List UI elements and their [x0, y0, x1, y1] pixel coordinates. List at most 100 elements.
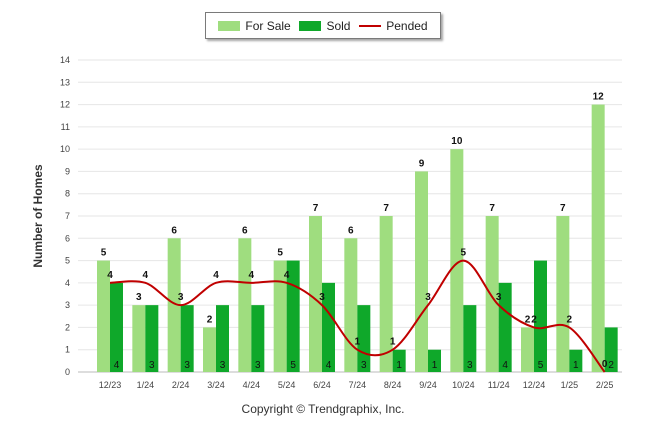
data-label-pended: 3 — [178, 292, 184, 303]
bar-for-sale — [485, 216, 499, 372]
data-label-for-sale: 9 — [419, 158, 425, 169]
data-label-pended: 2 — [567, 314, 573, 325]
x-tick-label: 11/24 — [488, 380, 510, 390]
data-label-sold: 3 — [184, 360, 190, 371]
data-label-for-sale: 12 — [593, 92, 605, 103]
bar-for-sale — [309, 216, 322, 372]
bar-sold — [216, 305, 229, 372]
data-label-sold: 3 — [255, 360, 261, 371]
legend-item-pended[interactable]: Pended — [359, 18, 428, 33]
data-label-for-sale: 2 — [525, 314, 531, 325]
y-tick-label: 4 — [65, 278, 70, 288]
bar-sold — [569, 349, 583, 372]
data-label-pended: 4 — [143, 270, 149, 281]
legend-item-for-sale[interactable]: For Sale — [218, 18, 291, 33]
bar-sold — [498, 282, 512, 372]
y-tick-label: 14 — [60, 55, 70, 65]
bar-for-sale — [167, 238, 181, 372]
bar-sold — [180, 305, 194, 372]
data-label-for-sale: 6 — [171, 225, 177, 236]
data-label-pended: 1 — [355, 337, 361, 348]
x-tick-label: 1/24 — [137, 380, 155, 390]
y-tick-label: 7 — [65, 211, 70, 221]
x-tick-label: 12/23 — [99, 380, 122, 390]
data-label-pended: 3 — [319, 292, 325, 303]
bar-sold — [357, 305, 371, 372]
y-tick-label: 5 — [65, 256, 70, 266]
bar-for-sale — [203, 327, 216, 372]
y-tick-label: 1 — [65, 345, 70, 355]
data-label-for-sale: 2 — [207, 314, 213, 325]
legend-swatch-for-sale — [218, 20, 241, 31]
data-label-pended: 3 — [425, 292, 431, 303]
bar-for-sale — [273, 260, 287, 372]
data-labels: 5443346332346345547436317119131035743252… — [101, 92, 615, 371]
bar-sold — [463, 305, 477, 372]
y-tick-label: 3 — [65, 300, 70, 310]
x-tick-label: 2/24 — [172, 380, 190, 390]
bar-sold — [604, 327, 618, 372]
y-tick-label: 11 — [61, 122, 70, 132]
data-label-pended: 1 — [390, 337, 396, 348]
legend-label-pended: Pended — [386, 18, 428, 33]
data-label-sold: 1 — [432, 360, 438, 371]
y-tick-label: 0 — [65, 367, 70, 377]
legend-swatch-sold — [299, 20, 322, 31]
data-label-sold: 3 — [220, 360, 226, 371]
data-label-sold: 3 — [149, 360, 155, 371]
data-label-sold: 1 — [396, 360, 402, 371]
x-tick-label: 10/24 — [452, 380, 475, 390]
bar-for-sale — [344, 238, 358, 372]
x-tick-label: 3/24 — [207, 380, 225, 390]
data-label-sold: 3 — [361, 360, 367, 371]
bar-sold — [110, 282, 123, 372]
bar-for-sale — [521, 327, 534, 372]
bar-for-sale — [379, 216, 393, 372]
data-label-sold: 5 — [290, 360, 296, 371]
data-label-for-sale: 7 — [383, 203, 389, 214]
legend-label-for-sale: For Sale — [245, 18, 291, 33]
bar-sold — [428, 349, 441, 372]
data-label-for-sale: 5 — [101, 248, 107, 259]
data-label-sold: 4 — [326, 360, 332, 371]
y-tick-label: 10 — [60, 144, 70, 154]
bar-for-sale — [556, 216, 570, 372]
data-label-sold: 2 — [608, 360, 614, 371]
x-tick-label: 2/25 — [596, 380, 614, 390]
x-tick-label: 4/24 — [243, 380, 261, 390]
x-tick-label: 12/24 — [523, 380, 546, 390]
data-label-pended: 4 — [249, 270, 255, 281]
data-label-for-sale: 10 — [451, 136, 463, 147]
y-tick-label: 13 — [60, 77, 70, 87]
copyright: Copyright © Trendgraphix, Inc. — [241, 402, 405, 416]
bar-for-sale — [238, 238, 252, 372]
y-tick-label: 8 — [65, 189, 70, 199]
data-label-sold: 1 — [573, 360, 579, 371]
x-tick-label: 6/24 — [313, 380, 331, 390]
bar-for-sale — [450, 149, 464, 372]
bar-for-sale — [132, 305, 146, 372]
x-tick-label: 1/25 — [561, 380, 579, 390]
data-label-pended: 4 — [284, 270, 290, 281]
data-label-pended: 2 — [531, 314, 537, 325]
bar-sold — [534, 260, 547, 372]
data-label-for-sale: 6 — [348, 225, 354, 236]
y-axis-label: Number of Homes — [31, 164, 45, 268]
legend-item-sold[interactable]: Sold — [299, 19, 350, 33]
bars — [97, 104, 618, 373]
data-label-pended: 4 — [213, 270, 219, 281]
legend: For Sale Sold Pended — [205, 12, 441, 39]
x-tick-label: 5/24 — [278, 380, 296, 390]
bar-for-sale — [97, 260, 110, 372]
pended-line — [109, 259, 606, 373]
data-label-sold: 4 — [114, 360, 120, 371]
data-label-for-sale: 6 — [242, 225, 248, 236]
data-label-sold: 4 — [502, 360, 508, 371]
data-label-sold: 5 — [538, 360, 544, 371]
data-label-sold: 3 — [467, 360, 473, 371]
data-label-for-sale: 3 — [136, 292, 142, 303]
data-label-pended: 0 — [602, 359, 608, 370]
data-label-for-sale: 7 — [489, 203, 495, 214]
